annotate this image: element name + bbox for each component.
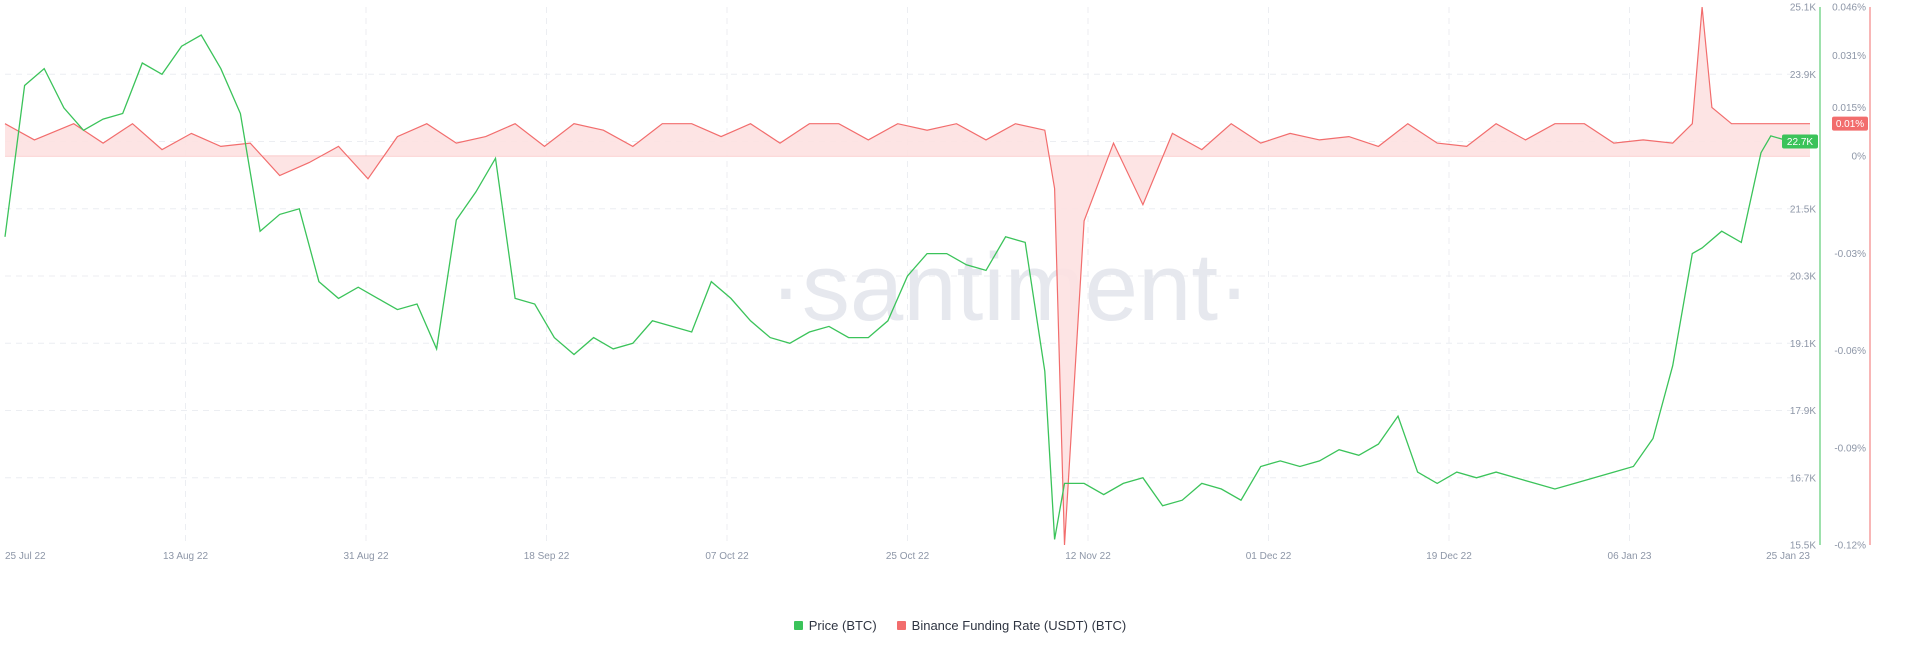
funding-legend-label: Binance Funding Rate (USDT) (BTC) <box>911 618 1127 633</box>
funding-axis-tick-label: 0.046% <box>1832 3 1866 14</box>
legend-item-price[interactable]: Price (BTC) <box>793 618 877 633</box>
x-axis-tick-label: 25 Oct 22 <box>886 551 930 562</box>
funding-axis-tick-label: -0.06% <box>1834 346 1866 357</box>
x-axis-tick-label: 31 Aug 22 <box>343 551 388 562</box>
price-badge-bg <box>1782 134 1818 149</box>
funding-axis-tick-label: 0% <box>1852 152 1867 163</box>
price-axis-tick-label: 23.9K <box>1790 70 1816 81</box>
price-current-badge: 22.7K <box>1782 134 1818 149</box>
x-axis-tick-label: 01 Dec 22 <box>1246 551 1292 562</box>
funding-axis: 0.046% 0.031% 0.015% 0% -0.03% -0.06% -0.09% -0… <box>1832 3 1866 552</box>
x-axis-tick-label: 25 Jul 22 <box>5 551 46 562</box>
x-axis: 25 Jul 22 13 Aug 22 31 Aug 22 18 Sep 22 07 O… <box>5 551 1810 562</box>
funding-axis-tick-label: -0.12% <box>1834 541 1866 552</box>
funding-rate-series-line[interactable] <box>4 6 1810 546</box>
price-axis-tick-label: 20.3K <box>1790 272 1816 283</box>
funding-legend-swatch <box>896 621 906 630</box>
price-axis-tick-label: 19.1K <box>1790 339 1816 350</box>
x-axis-tick-label: 12 Nov 22 <box>1065 551 1111 562</box>
funding-area <box>5 7 1810 545</box>
price-axis-tick-label: 17.9K <box>1790 406 1816 417</box>
legend: Price (BTC) Binance Funding Rate (USDT) … <box>0 618 1920 633</box>
x-axis-tick-label: 25 Jan 23 <box>1766 551 1810 562</box>
price-axis-tick-label: 16.7K <box>1790 473 1816 484</box>
price-legend-swatch <box>793 621 803 630</box>
x-axis-tick-label: 07 Oct 22 <box>705 551 749 562</box>
legend-item-funding[interactable]: Binance Funding Rate (USDT) (BTC) <box>896 618 1127 633</box>
price-legend-label: Price (BTC) <box>808 618 877 633</box>
price-axis-tick-label: 25.1K <box>1790 3 1816 14</box>
price-badge-text: 22.7K <box>1787 137 1813 148</box>
funding-axis-tick-label: 0.031% <box>1832 51 1866 62</box>
price-axis-tick-label: 21.5K <box>1790 204 1816 215</box>
funding-axis-tick-label: -0.09% <box>1834 443 1866 454</box>
x-axis-tick-label: 13 Aug 22 <box>163 551 208 562</box>
x-axis-tick-label: 19 Dec 22 <box>1426 551 1472 562</box>
price-axis-tick-label: 15.5K <box>1790 541 1816 552</box>
x-axis-tick-label: 06 Jan 23 <box>1608 551 1652 562</box>
price-series-line[interactable] <box>4 34 1810 540</box>
funding-current-badge: 0.01% <box>1832 116 1868 131</box>
funding-axis-tick-label: -0.03% <box>1834 249 1866 260</box>
price-axis: 25.1K 23.9K 22.7K 21.5K 20.3K 19.1K 17.9K 16.7K… <box>1790 3 1816 552</box>
funding-badge-text: 0.01% <box>1836 119 1864 130</box>
funding-badge-bg <box>1832 116 1868 131</box>
funding-axis-tick-label: 0.015% <box>1832 103 1866 114</box>
x-axis-tick-label: 18 Sep 22 <box>524 551 570 562</box>
santiment-watermark: ·santiment· <box>770 234 1250 341</box>
